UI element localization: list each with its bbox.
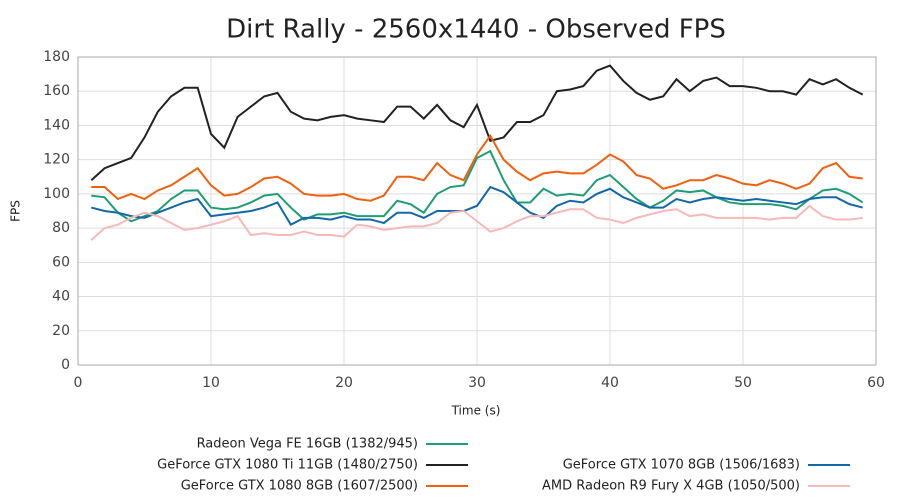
series-line (91, 133, 863, 202)
series-line (90, 64, 864, 181)
legend-label: Radeon Vega FE 16GB (1382/945) (197, 437, 418, 452)
plot-border (77, 56, 877, 366)
legend-label: GeForce GTX 1080 Ti 11GB (1480/2750) (157, 458, 418, 473)
y-tick-label: 80 (52, 220, 70, 236)
x-tick-label: 40 (601, 375, 619, 391)
x-axis-label: Time (s) (451, 404, 501, 418)
x-tick-label: 60 (867, 375, 885, 391)
x-tick-label: 50 (734, 375, 752, 391)
x-tick-label: 10 (202, 375, 220, 391)
y-tick-label: 120 (43, 152, 70, 168)
y-tick-label: 20 (52, 323, 70, 339)
y-tick-label: 0 (61, 357, 70, 373)
y-axis-label: FPS (9, 200, 23, 222)
y-tick-label: 100 (43, 186, 70, 202)
series-line (90, 204, 863, 241)
legend-label: GeForce GTX 1080 8GB (1607/2500) (181, 479, 418, 494)
x-tick-label: 30 (468, 375, 486, 391)
y-tick-label: 140 (43, 117, 70, 133)
chart-title: Dirt Rally - 2560x1440 - Observed FPS (226, 15, 726, 45)
x-tick-label: 20 (335, 375, 353, 391)
x-tick-label: 0 (74, 375, 83, 391)
y-tick-label: 40 (52, 289, 70, 305)
y-tick-label: 60 (52, 254, 70, 270)
y-tick-label: 160 (43, 83, 70, 99)
y-tick-label: 180 (43, 49, 70, 65)
series-line (91, 149, 864, 223)
legend-label: AMD Radeon R9 Fury X 4GB (1050/500) (542, 479, 800, 494)
legend-label: GeForce GTX 1070 8GB (1506/1683) (563, 458, 800, 473)
series-line (91, 185, 863, 227)
